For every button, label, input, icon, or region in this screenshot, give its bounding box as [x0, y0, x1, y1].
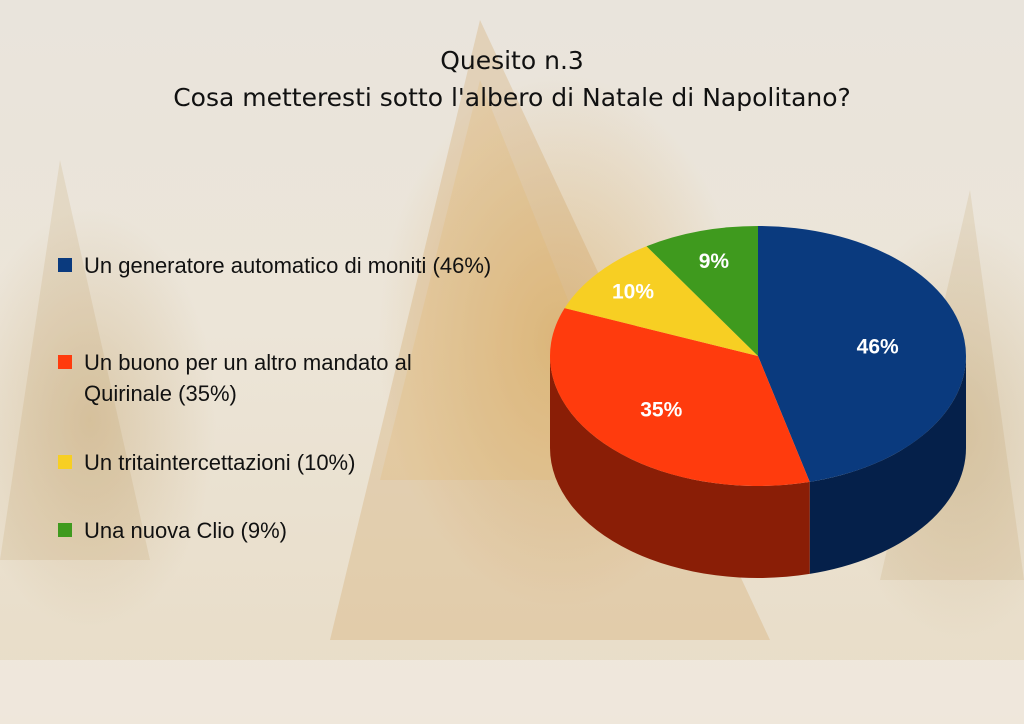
data-label-tritaintercettazioni: 10% [612, 280, 654, 303]
legend-label: Un tritaintercettazioni (10%) [84, 450, 356, 475]
legend-label: Un generatore automatico di moniti (46%) [84, 253, 492, 278]
pie-chart: 46% 35% 10% 9% [550, 226, 966, 578]
legend-label: Un buono per un altro mandato al Quirina… [84, 350, 412, 406]
chart-title: Quesito n.3 Cosa metteresti sotto l'albe… [0, 42, 1024, 116]
pie-slice-clio [646, 226, 758, 356]
pie-side-generatore [809, 356, 966, 574]
data-label-clio: 9% [699, 250, 730, 273]
title-line-1: Quesito n.3 [440, 46, 584, 75]
data-label-generatore: 46% [857, 336, 899, 359]
pie-side-buono [550, 356, 810, 578]
legend-swatch [58, 523, 72, 537]
legend-item-generatore: Un generatore automatico di moniti (46%) [58, 250, 504, 281]
legend-item-clio: Una nuova Clio (9%) [58, 515, 504, 546]
legend-item-buono: Un buono per un altro mandato al Quirina… [58, 347, 504, 409]
pie-slice-tritaintercettazioni [564, 246, 758, 356]
legend-swatch [58, 455, 72, 469]
pie-slice-buono [550, 308, 810, 486]
legend-swatch [58, 258, 72, 272]
legend-item-tritaintercettazioni: Un tritaintercettazioni (10%) [58, 447, 504, 478]
data-label-buono: 35% [640, 398, 682, 421]
title-line-2: Cosa metteresti sotto l'albero di Natale… [173, 83, 851, 112]
legend-swatch [58, 355, 72, 369]
legend-label: Una nuova Clio (9%) [84, 518, 287, 543]
pie-slice-generatore [758, 226, 966, 482]
